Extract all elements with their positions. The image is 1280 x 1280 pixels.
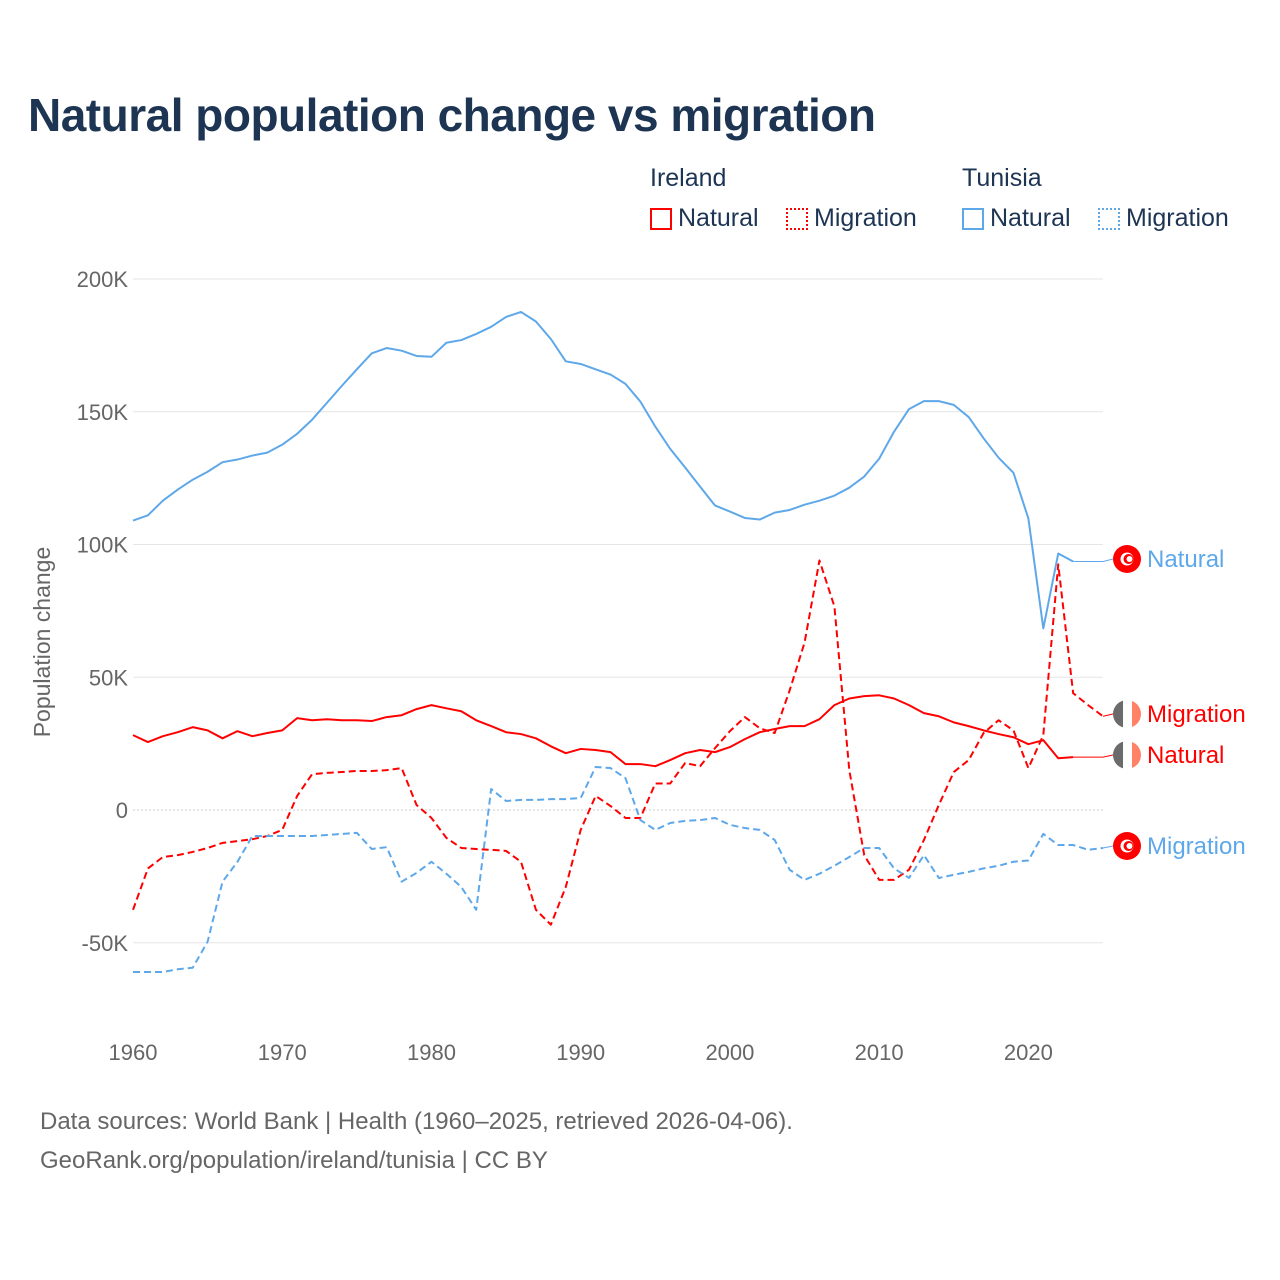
label-connector (1073, 754, 1114, 758)
y-tick-label: 50K (89, 665, 128, 690)
footer-attribution: GeoRank.org/population/ireland/tunisia |… (40, 1147, 548, 1174)
footer-sources: Data sources: World Bank | Health (1960–… (40, 1108, 793, 1135)
legend-group-ireland: Ireland (650, 164, 727, 192)
x-tick-label: 1980 (407, 1040, 456, 1065)
series-line-tunisia-natural (132, 310, 1074, 630)
x-tick-label: 1970 (258, 1040, 307, 1065)
series-line-tunisia-migration (133, 765, 1104, 973)
y-tick-label: 150K (77, 400, 129, 425)
legend-ireland-natural[interactable]: Natural (650, 204, 759, 233)
label-connector (1102, 713, 1114, 717)
legend-swatch-solid-icon (650, 207, 672, 230)
tunisia-flag-icon (1113, 832, 1141, 860)
tunisia-flag-icon (1113, 545, 1141, 573)
x-tick-label: 2010 (855, 1040, 904, 1065)
label-connector (1102, 845, 1114, 849)
series-end-label: Migration (1147, 833, 1246, 860)
legend-group-tunisia: Tunisia (962, 164, 1042, 192)
legend-ireland-migration[interactable]: Migration (786, 204, 917, 233)
ireland-flag-icon (1113, 700, 1141, 728)
y-tick-label: 100K (77, 533, 129, 558)
legend-swatch-solid-icon (962, 207, 984, 230)
legend-label: Natural (990, 204, 1071, 232)
series-end-label: Migration (1147, 701, 1246, 728)
x-tick-label: 2020 (1004, 1040, 1053, 1065)
y-tick-label: -50K (82, 931, 129, 956)
legend-tunisia-migration[interactable]: Migration (1098, 204, 1229, 233)
legend-tunisia-natural[interactable]: Natural (962, 204, 1071, 233)
series-line-ireland-migration (132, 559, 1104, 926)
x-tick-label: 1990 (556, 1040, 605, 1065)
ireland-flag-icon (1113, 741, 1141, 769)
series-end-label: Natural (1147, 742, 1224, 769)
x-tick-label: 2000 (705, 1040, 754, 1065)
y-tick-label: 0 (116, 798, 128, 823)
legend-swatch-dotted-icon (786, 207, 808, 230)
legend-swatch-dotted-icon (1098, 207, 1120, 230)
x-tick-label: 1960 (109, 1040, 158, 1065)
label-connector (1073, 558, 1114, 562)
series-end-label: Natural (1147, 546, 1224, 573)
chart-title: Natural population change vs migration (28, 89, 876, 141)
y-axis-label: Population change (29, 547, 55, 738)
legend-label: Migration (1126, 204, 1229, 232)
line-chart: -50K 0 50K 100K 150K 200K 1960 1970 1980 1990 2000… (29, 267, 1246, 1065)
legend-label: Migration (814, 204, 917, 232)
y-tick-label: 200K (77, 267, 129, 292)
legend-label: Natural (678, 204, 759, 232)
series-line-ireland-natural (132, 694, 1074, 768)
